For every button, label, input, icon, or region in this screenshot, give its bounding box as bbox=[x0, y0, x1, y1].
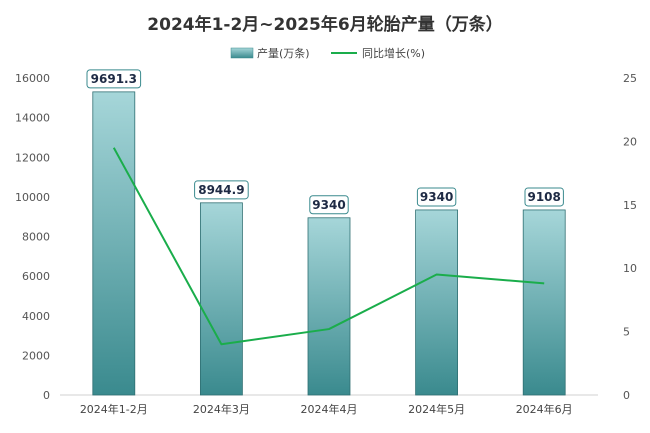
x-tick-label: 2024年6月 bbox=[516, 402, 573, 416]
left-tick-label: 4000 bbox=[22, 310, 50, 323]
x-tick-label: 2024年1-2月 bbox=[80, 402, 148, 416]
left-tick-label: 6000 bbox=[22, 270, 50, 283]
right-axis: 0 5 10 15 20 25 bbox=[623, 72, 637, 402]
left-tick-label: 0 bbox=[43, 389, 50, 402]
chart-title: 2024年1-2月~2025年6月轮胎产量（万条） bbox=[147, 14, 502, 35]
right-tick-label: 15 bbox=[623, 199, 637, 212]
right-tick-label: 10 bbox=[623, 262, 637, 275]
legend-label-line: 同比增长(%) bbox=[362, 46, 425, 60]
legend-swatch-bar bbox=[230, 47, 254, 59]
growth-line bbox=[112, 147, 545, 346]
right-tick-label: 20 bbox=[623, 135, 637, 148]
bar-data-label-box bbox=[309, 195, 349, 215]
right-tick-label: 0 bbox=[623, 389, 630, 402]
bar-data-label-box bbox=[416, 187, 457, 207]
line-series-group bbox=[112, 147, 545, 346]
x-tick-label: 2024年3月 bbox=[193, 402, 250, 416]
bar bbox=[307, 217, 351, 396]
x-tick-label: 2024年5月 bbox=[408, 402, 465, 416]
bar-data-label: 9340 bbox=[420, 190, 453, 204]
bar-data-label-box bbox=[194, 180, 249, 200]
left-tick-label: 14000 bbox=[15, 112, 50, 125]
bar bbox=[415, 209, 459, 396]
bar-data-labels: 9691.3 8944.9 9340 9340 9108 bbox=[86, 69, 564, 215]
left-axis: 0 2000 4000 6000 8000 10000 12000 14000 16000 bbox=[15, 72, 50, 402]
left-tick-label: 10000 bbox=[15, 191, 50, 204]
bar bbox=[199, 202, 243, 396]
bar-data-label-box bbox=[86, 69, 142, 89]
right-tick-label: 5 bbox=[623, 326, 630, 339]
bar bbox=[92, 91, 136, 396]
bar-series bbox=[92, 91, 566, 396]
bar-data-label: 8944.9 bbox=[198, 183, 244, 197]
x-tick-label: 2024年4月 bbox=[301, 402, 358, 416]
left-tick-label: 16000 bbox=[15, 72, 50, 85]
left-tick-label: 2000 bbox=[22, 349, 50, 362]
bar-data-label: 9691.3 bbox=[91, 72, 137, 86]
bar-data-label: 9108 bbox=[527, 190, 560, 204]
right-tick-label: 25 bbox=[623, 72, 637, 85]
legend: 产量(万条) 同比增长(%) bbox=[230, 46, 425, 60]
bar-data-label-box bbox=[524, 187, 564, 207]
bar bbox=[522, 209, 566, 396]
x-axis: 2024年1-2月 2024年3月 2024年4月 2024年5月 2024年6月 bbox=[80, 402, 573, 416]
legend-label-bar: 产量(万条) bbox=[257, 46, 310, 60]
left-tick-label: 12000 bbox=[15, 151, 50, 164]
left-tick-label: 8000 bbox=[22, 231, 50, 244]
bar-data-label: 9340 bbox=[312, 198, 345, 212]
